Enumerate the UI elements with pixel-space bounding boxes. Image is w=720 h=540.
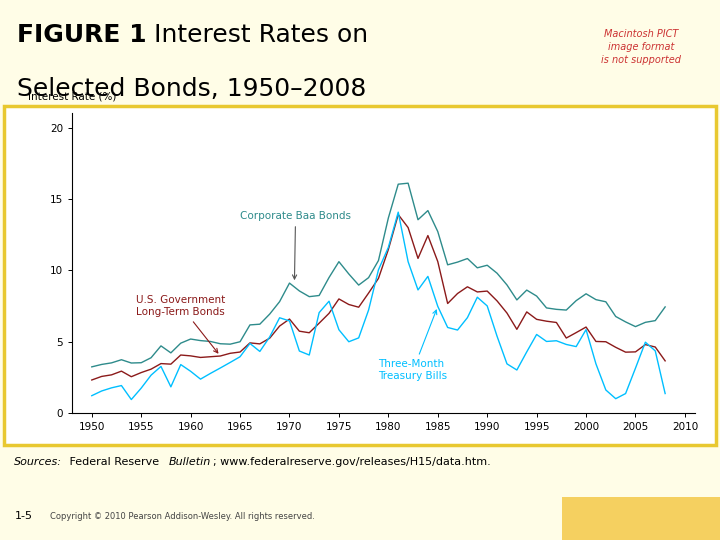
Text: 1-5: 1-5 xyxy=(14,511,32,521)
Text: Federal Reserve: Federal Reserve xyxy=(66,457,163,467)
Text: Interest Rates on: Interest Rates on xyxy=(146,23,368,46)
Text: Three-Month
Treasury Bills: Three-Month Treasury Bills xyxy=(379,310,448,381)
Text: Selected Bonds, 1950–2008: Selected Bonds, 1950–2008 xyxy=(17,77,366,101)
Bar xyxy=(562,497,720,540)
Text: Copyright © 2010 Pearson Addison-Wesley. All rights reserved.: Copyright © 2010 Pearson Addison-Wesley.… xyxy=(50,512,315,521)
Text: Interest Rate (%): Interest Rate (%) xyxy=(28,91,117,102)
Text: Bulletin: Bulletin xyxy=(169,457,212,467)
Text: Macintosh PICT
image format
is not supported: Macintosh PICT image format is not suppo… xyxy=(600,29,681,65)
Text: FIGURE 1: FIGURE 1 xyxy=(17,23,146,46)
Text: Corporate Baa Bonds: Corporate Baa Bonds xyxy=(240,211,351,279)
Text: U.S. Government
Long-Term Bonds: U.S. Government Long-Term Bonds xyxy=(136,295,225,353)
Text: Sources:: Sources: xyxy=(14,457,63,467)
Text: ; www.federalreserve.gov/releases/H15/data.htm.: ; www.federalreserve.gov/releases/H15/da… xyxy=(213,457,491,467)
